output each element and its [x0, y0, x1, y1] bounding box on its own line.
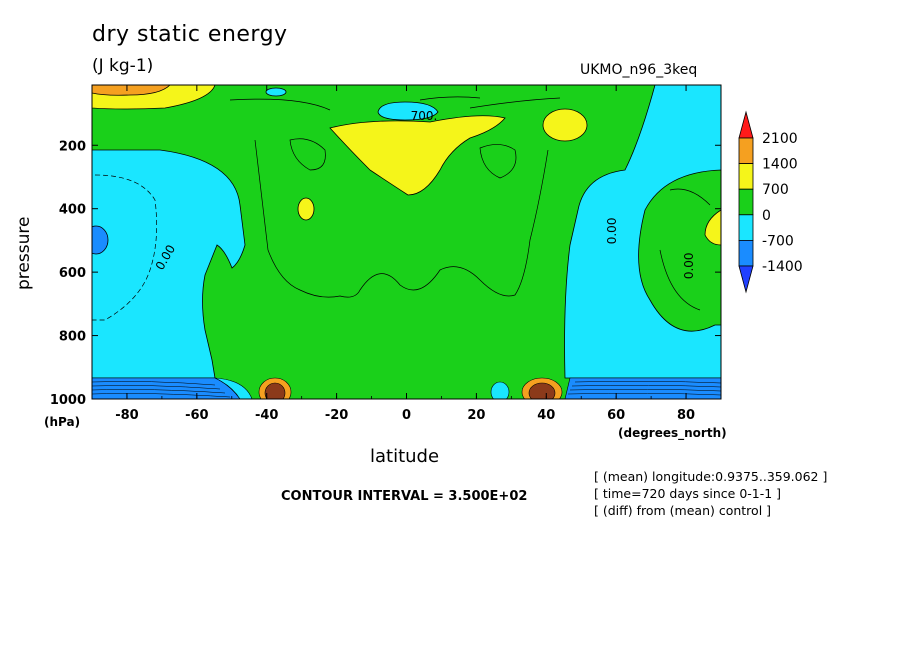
region-yellow-island-3: [704, 209, 721, 246]
contour-label: 0.00: [605, 218, 619, 245]
x-tick-label: 40: [537, 408, 555, 423]
chart-title: dry static energy: [92, 22, 288, 47]
colorbar-label: 0: [762, 208, 771, 224]
colorbar-label: 2100: [762, 131, 798, 147]
y-tick-label: 600: [59, 266, 86, 281]
colorbar-segment: [738, 188, 754, 216]
colorbar-segment: [738, 163, 754, 190]
x-tick-label: -40: [255, 408, 279, 423]
region-green-right-pocket: [638, 169, 721, 332]
chart-units: (J kg-1): [92, 56, 154, 76]
contour-line: [659, 188, 711, 311]
contour-line: [419, 96, 481, 101]
colorbar-segment: [738, 239, 754, 267]
colorbar-label: 1400: [762, 157, 798, 173]
y-axis-label: pressure: [14, 216, 34, 290]
region-yellow-island-1: [297, 197, 315, 221]
region-cyan-top: [265, 87, 287, 97]
contour-label: 0.00: [682, 252, 696, 279]
x-tick-label: 20: [467, 408, 485, 423]
colorbar-top-arrow: [738, 110, 754, 139]
y-tick-label: 200: [59, 139, 86, 154]
x-tick-label: -80: [115, 408, 139, 423]
x-axis-units: (degrees_north): [618, 426, 727, 440]
contour-labels: 700.0.000.000.00: [153, 109, 696, 279]
contour-interval-text: CONTOUR INTERVAL = 3.500E+02: [281, 489, 528, 504]
x-tick-label: 60: [607, 408, 625, 423]
contour-line: [289, 138, 326, 171]
contour-line-dashed: [92, 174, 158, 321]
colorbar: 2100 1400 700 0 -700 -1400: [738, 110, 803, 294]
region-blue-left: [92, 225, 109, 255]
colorbar-bottom-arrow: [738, 265, 754, 294]
contour-line: [254, 139, 549, 298]
note-time: [ time=720 days since 0-1-1 ]: [594, 486, 782, 501]
model-name: UKMO_n96_3keq: [580, 62, 698, 78]
x-axis-label: latitude: [370, 446, 440, 467]
region-cyan-left: [92, 149, 246, 379]
contour-line: [479, 144, 517, 179]
y-tick-label: 1000: [50, 393, 86, 408]
contour-label: 700.: [411, 109, 438, 123]
y-tick-label: 400: [59, 203, 86, 218]
x-tick-label: 0: [402, 408, 411, 423]
note-longitude: [ (mean) longitude:0.9375..359.062 ]: [594, 469, 828, 484]
x-tick-label: -20: [325, 408, 349, 423]
x-tick-label: 80: [677, 408, 695, 423]
colorbar-label: 700: [762, 182, 789, 198]
y-tick-label: 800: [59, 330, 86, 345]
axis-ticks: -80 -60 -40 -20 0 20 40 60 80 200 400 600 800 1000: [50, 85, 722, 423]
region-yellow-island-2: [542, 108, 588, 142]
contour-fill-layer: [92, 85, 721, 399]
x-tick-label: -60: [185, 408, 209, 423]
colorbar-label: -1400: [762, 259, 803, 275]
colorbar-segment: [738, 214, 754, 241]
y-axis-units: (hPa): [44, 415, 81, 429]
note-diff: [ (diff) from (mean) control ]: [594, 503, 772, 518]
region-cyan-center: [377, 101, 439, 121]
colorbar-label: -700: [762, 233, 794, 249]
plot-notes: [ (mean) longitude:0.9375..359.062 ] [ t…: [594, 468, 827, 519]
region-orange-topleft: [92, 85, 171, 96]
colorbar-segment: [738, 137, 754, 165]
contour-line: [229, 97, 561, 111]
region-yellow-center: [329, 115, 506, 196]
